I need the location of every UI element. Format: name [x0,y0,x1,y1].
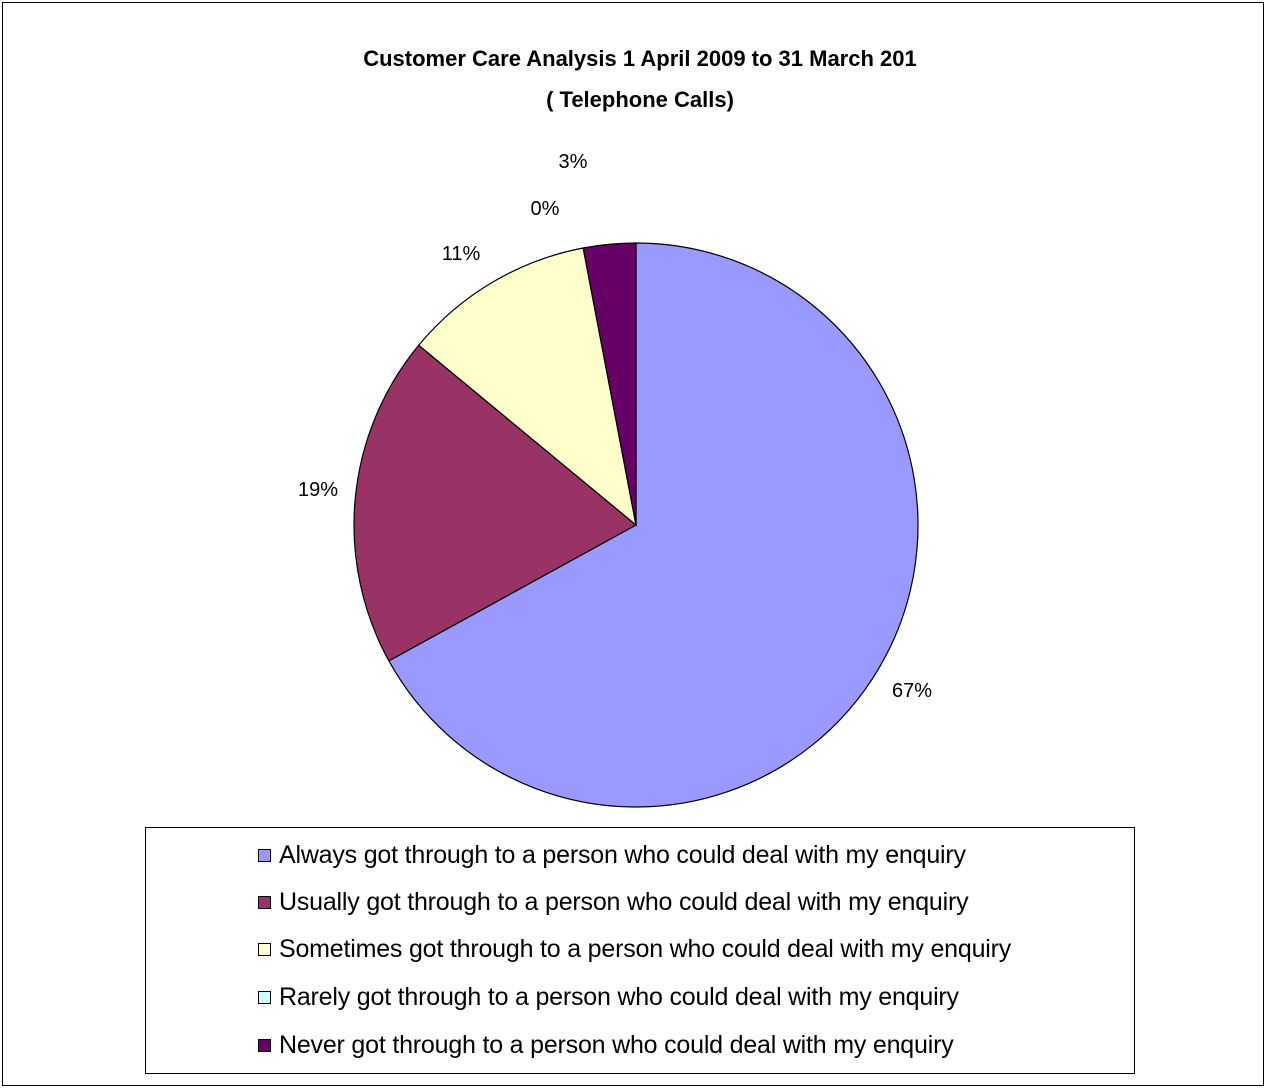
pie-slice-2 [353,344,638,662]
pie-slice-5 [582,242,637,526]
chart-legend: Always got through to a person who could… [145,827,1135,1074]
legend-swatch-3 [258,942,271,956]
legend-item-4: Rarely got through to a person who could… [258,982,959,1012]
legend-swatch-5 [258,1038,271,1052]
data-label-3: 11% [442,243,481,265]
legend-item-5: Never got through to a person who could … [258,1030,954,1060]
legend-label-3: Sometimes got through to a person who co… [279,934,1012,963]
legend-swatch-4 [258,990,271,1004]
legend-item-2: Usually got through to a person who coul… [258,887,969,917]
data-label-1: 67% [892,680,932,702]
legend-label-5: Never got through to a person who could … [279,1030,954,1059]
data-label-4: 0% [531,198,560,220]
legend-label-1: Always got through to a person who could… [279,840,966,869]
data-label-2: 19% [298,479,338,501]
legend-swatch-2 [258,895,271,909]
legend-item-3: Sometimes got through to a person who co… [258,934,1011,964]
chart-subtitle: ( Telephone Calls) [546,87,734,112]
pie-slice-3 [417,247,637,527]
pie-slice-1 [388,242,919,808]
data-label-5: 3% [559,151,588,173]
legend-swatch-1 [258,848,271,862]
legend-label-2: Usually got through to a person who coul… [279,887,969,916]
chart-title: Customer Care Analysis 1 April 2009 to 3… [363,46,917,71]
legend-item-1: Always got through to a person who could… [258,840,966,870]
legend-label-4: Rarely got through to a person who could… [279,982,959,1011]
